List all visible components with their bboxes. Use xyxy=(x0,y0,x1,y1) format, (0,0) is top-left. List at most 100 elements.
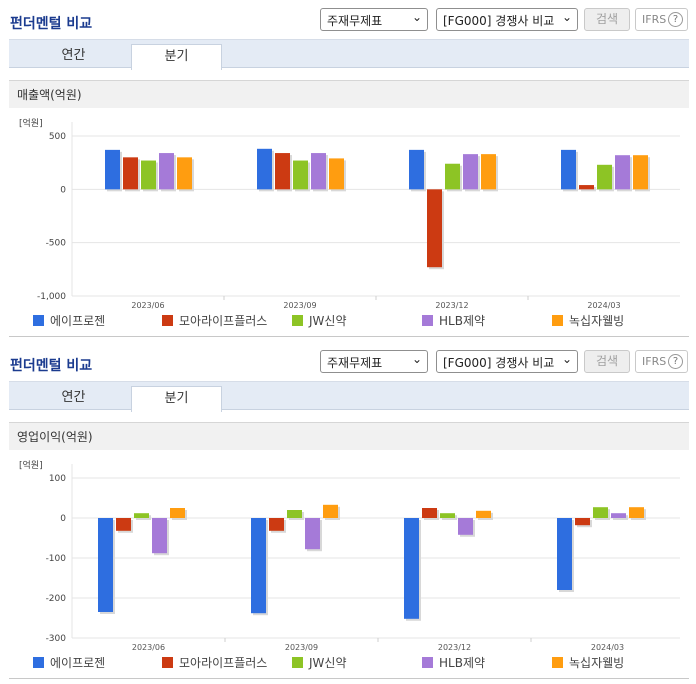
legend-item[interactable]: HLB제약 xyxy=(422,312,485,329)
legend-swatch xyxy=(33,657,44,668)
legend-item[interactable]: 에이프로젠 xyxy=(33,654,105,671)
legend-swatch xyxy=(422,657,433,668)
bar[interactable] xyxy=(105,149,120,190)
statement-select[interactable]: 주재무제표 ⌄ xyxy=(320,350,428,373)
help-icon[interactable]: ? xyxy=(668,354,683,369)
bar[interactable] xyxy=(287,510,302,518)
ifrs-label: IFRS xyxy=(642,355,667,368)
legend-item[interactable]: 모아라이프플러스 xyxy=(162,312,267,329)
legend-label: 녹십자웰빙 xyxy=(569,656,625,670)
bar[interactable] xyxy=(116,518,131,531)
legend-item[interactable]: JW신약 xyxy=(292,312,347,329)
bar[interactable] xyxy=(476,510,491,518)
tab-annual[interactable]: 연간 xyxy=(61,48,86,63)
metric-header: 매출액(억원) xyxy=(9,80,689,108)
bar[interactable] xyxy=(269,518,284,531)
statement-select-value: 주재무제표 xyxy=(327,14,383,28)
bar[interactable] xyxy=(463,154,478,190)
bar[interactable] xyxy=(141,160,156,190)
x-tick-label: 2023/06 xyxy=(131,301,164,310)
statement-select[interactable]: 주재무제표 ⌄ xyxy=(320,8,428,31)
bar[interactable] xyxy=(597,164,612,190)
bar[interactable] xyxy=(633,155,648,190)
peer-group-select[interactable]: [FG000] 경쟁사 비교 ⌄ xyxy=(436,350,578,373)
legend-item[interactable]: 녹십자웰빙 xyxy=(552,312,624,329)
unit-label: [억원] xyxy=(19,459,43,471)
legend-item[interactable]: 녹십자웰빙 xyxy=(552,654,624,671)
operating-profit-bar-chart: [억원] 100 0 -100 -200 -300 2023/06 2023/09 2023/1… xyxy=(19,459,680,652)
legend-label: 모아라이프플러스 xyxy=(179,314,268,328)
bar[interactable] xyxy=(177,157,192,190)
x-tick-label: 2023/12 xyxy=(438,643,471,652)
peer-group-select-value: [FG000] 경쟁사 비교 xyxy=(443,14,555,28)
bar[interactable] xyxy=(323,504,338,518)
chevron-down-icon: ⌄ xyxy=(561,10,572,24)
bar[interactable] xyxy=(440,513,455,518)
bar[interactable] xyxy=(275,153,290,190)
bar[interactable] xyxy=(251,518,266,614)
legend-swatch xyxy=(552,315,563,326)
bar[interactable] xyxy=(445,163,460,190)
tab-quarterly[interactable]: 분기 xyxy=(131,386,222,412)
bar[interactable] xyxy=(152,518,167,554)
panel-title: 펀더멘털 비교 xyxy=(10,16,93,32)
bar[interactable] xyxy=(561,149,576,190)
legend-item[interactable]: JW신약 xyxy=(292,654,347,671)
bar[interactable] xyxy=(159,153,174,190)
chevron-down-icon: ⌄ xyxy=(411,10,422,24)
chevron-down-icon: ⌄ xyxy=(411,352,422,366)
legend-label: 모아라이프플러스 xyxy=(179,656,268,670)
bar[interactable] xyxy=(170,508,185,518)
ifrs-button[interactable]: IFRS? xyxy=(635,8,688,31)
help-icon[interactable]: ? xyxy=(668,12,683,27)
chart-legend: 에이프로젠 모아라이프플러스 JW신약 HLB제약 녹십자웰빙 xyxy=(0,312,696,330)
bar[interactable] xyxy=(134,513,149,518)
bar[interactable] xyxy=(123,157,138,190)
divider xyxy=(9,336,689,337)
search-button[interactable]: 검색 xyxy=(584,350,630,373)
divider xyxy=(9,678,689,679)
x-tick-label: 2024/03 xyxy=(591,643,624,652)
bar[interactable] xyxy=(311,153,326,190)
bar[interactable] xyxy=(579,185,594,190)
tab-quarterly[interactable]: 분기 xyxy=(131,44,222,70)
legend-label: JW신약 xyxy=(309,314,347,328)
legend-item[interactable]: 모아라이프플러스 xyxy=(162,654,267,671)
bar[interactable] xyxy=(305,518,320,550)
operating-profit-panel: 펀더멘털 비교 주재무제표 ⌄ [FG000] 경쟁사 비교 ⌄ 검색 IFRS? … xyxy=(0,342,696,684)
y-tick-label: 500 xyxy=(49,132,66,142)
bar[interactable] xyxy=(98,518,113,612)
metric-header: 영업이익(억원) xyxy=(9,422,689,450)
bar[interactable] xyxy=(575,518,590,526)
bar[interactable] xyxy=(593,507,608,518)
x-tick-label: 2023/12 xyxy=(435,301,468,310)
legend-item[interactable]: 에이프로젠 xyxy=(33,312,105,329)
revenue-panel: 펀더멘털 비교 주재무제표 ⌄ [FG000] 경쟁사 비교 ⌄ 검색 IFRS? … xyxy=(0,8,696,337)
bar[interactable] xyxy=(458,518,473,535)
unit-label: [억원] xyxy=(19,117,43,129)
tab-annual[interactable]: 연간 xyxy=(61,390,86,405)
bar[interactable] xyxy=(293,160,308,190)
bar[interactable] xyxy=(611,513,626,518)
ifrs-button[interactable]: IFRS? xyxy=(635,350,688,373)
bar[interactable] xyxy=(329,158,344,190)
search-button[interactable]: 검색 xyxy=(584,8,630,31)
bar[interactable] xyxy=(557,518,572,590)
bar[interactable] xyxy=(404,518,419,619)
chevron-down-icon: ⌄ xyxy=(561,352,572,366)
statement-select-value: 주재무제표 xyxy=(327,356,383,370)
bar[interactable] xyxy=(615,155,630,190)
bar[interactable] xyxy=(422,508,437,518)
y-tick-label: 100 xyxy=(49,474,66,484)
peer-group-select[interactable]: [FG000] 경쟁사 비교 ⌄ xyxy=(436,8,578,31)
legend-swatch xyxy=(292,315,303,326)
bar[interactable] xyxy=(481,154,496,190)
bar[interactable] xyxy=(629,507,644,518)
bar[interactable] xyxy=(427,189,442,268)
legend-swatch xyxy=(292,657,303,668)
legend-item[interactable]: HLB제약 xyxy=(422,654,485,671)
bar[interactable] xyxy=(409,149,424,190)
y-tick-label: 0 xyxy=(60,514,66,524)
bar[interactable] xyxy=(257,148,272,190)
chart-legend: 에이프로젠 모아라이프플러스 JW신약 HLB제약 녹십자웰빙 xyxy=(0,654,696,672)
